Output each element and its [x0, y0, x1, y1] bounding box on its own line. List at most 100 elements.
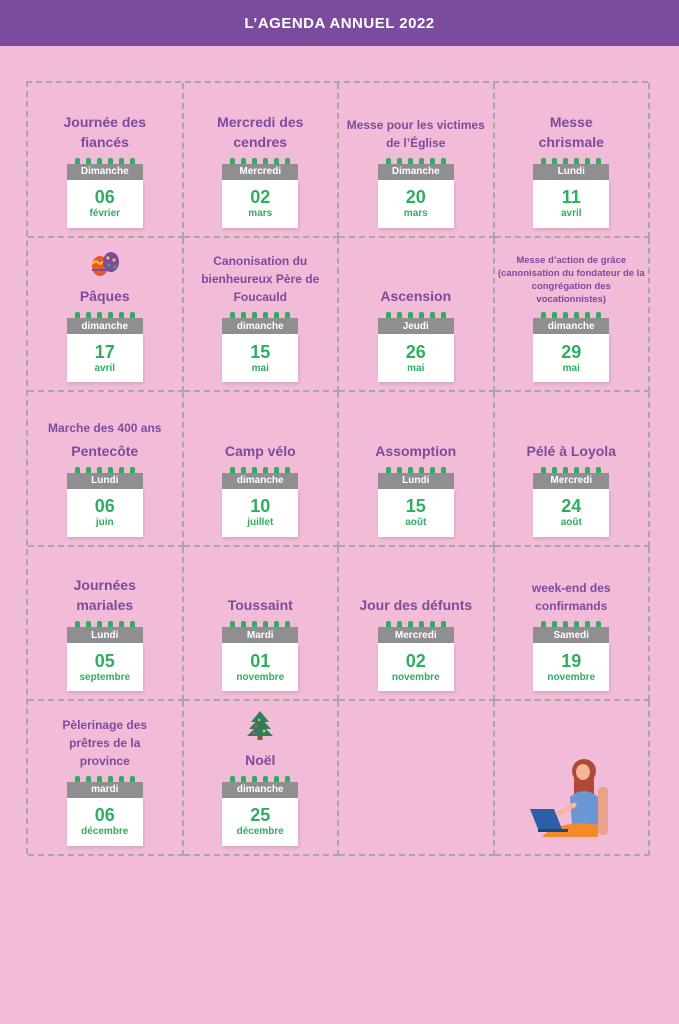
calendar-card: dimanche 25 décembre — [222, 775, 299, 846]
event-day: 02 — [250, 187, 271, 208]
event-title: Toussaint — [227, 597, 293, 614]
calendar-card: mardi 06 décembre — [66, 775, 143, 846]
event-month: juin — [95, 517, 114, 529]
event-title: Canonisation du bienheureux Père de Fouc… — [201, 254, 320, 305]
event-month: novembre — [547, 671, 596, 683]
event-title: Pélé à Loyola — [526, 442, 616, 459]
event-title: Messe pour les victimes de l’Église — [346, 117, 485, 150]
event-cell: Jour des défunts Mercredi 02 novembre — [339, 546, 495, 702]
event-day: 05 — [94, 650, 115, 671]
event-weekday: Lundi — [66, 472, 143, 489]
event-title: Noël — [245, 751, 276, 768]
event-month: août — [560, 517, 582, 529]
event-weekday: dimanche — [222, 318, 299, 335]
event-day: 25 — [250, 805, 271, 826]
event-month: août — [405, 517, 427, 529]
woman-with-laptop-icon — [528, 757, 614, 846]
events-grid: Journée des fiancés Dimanche 06 février … — [26, 81, 650, 856]
event-month: novembre — [391, 671, 440, 683]
calendar-card: Mercredi 02 mars — [222, 157, 299, 228]
event-day: 17 — [94, 341, 115, 362]
calendar-card: Lundi 11 avril — [533, 157, 610, 228]
event-day: 10 — [250, 496, 271, 517]
event-cell: Marche des 400 ans Pentecôte Lundi 06 ju… — [28, 392, 184, 547]
event-title: Assomption — [375, 442, 457, 459]
calendar-card: dimanche 15 mai — [222, 312, 299, 383]
event-title: Pâques — [79, 288, 130, 305]
calendar-card: Lundi 06 juin — [66, 466, 143, 537]
event-day: 20 — [405, 187, 426, 208]
calendar-card: Lundi 15 août — [377, 466, 454, 537]
event-weekday: mardi — [66, 781, 143, 798]
calendar-card: Dimanche 06 février — [66, 157, 143, 228]
event-month: mars — [403, 208, 428, 220]
page-header: L’AGENDA ANNUEL 2022 — [0, 0, 679, 46]
event-day: 19 — [561, 650, 582, 671]
event-cell: Messe pour les victimes de l’Église Dima… — [339, 83, 495, 238]
event-weekday: Lundi — [377, 472, 454, 489]
event-month: mai — [251, 362, 269, 374]
event-cell: Pélé à Loyola Mercredi 24 août — [494, 392, 650, 547]
event-title: Pèlerinage des prêtres de la province — [62, 717, 148, 768]
event-cell: Noël dimanche 25 décembre — [183, 701, 339, 856]
event-day: 06 — [94, 187, 115, 208]
calendar-card: Mercredi 24 août — [533, 466, 610, 537]
event-month: mai — [562, 362, 580, 374]
event-day: 06 — [94, 805, 115, 826]
event-title: Camp vélo — [224, 442, 296, 459]
event-cell: Pâques dimanche 17 avril — [28, 237, 184, 393]
event-month: mars — [248, 208, 273, 220]
event-subtitle: Marche des 400 ans — [48, 420, 162, 435]
event-month: juillet — [247, 517, 274, 529]
calendar-card: Jeudi 26 mai — [377, 312, 454, 383]
event-weekday: Samedi — [533, 627, 610, 644]
event-cell: Messe chrismale Lundi 11 avril — [494, 83, 650, 238]
event-cell: Camp vélo dimanche 10 juillet — [183, 392, 339, 547]
illustration-cell — [494, 701, 650, 856]
christmas-tree-icon — [245, 709, 275, 746]
calendar-card: dimanche 10 juillet — [222, 466, 299, 537]
event-weekday: dimanche — [533, 318, 610, 335]
event-day: 01 — [250, 650, 271, 671]
calendar-card: dimanche 29 mai — [533, 312, 610, 383]
event-title: Pentecôte — [71, 442, 139, 459]
event-day: 15 — [405, 496, 426, 517]
event-title: Messe d’action de grâce (canonisation du… — [497, 255, 645, 306]
empty-cell — [339, 701, 495, 856]
event-weekday: dimanche — [222, 781, 299, 798]
event-weekday: Mercredi — [533, 472, 610, 489]
easter-eggs-icon — [89, 249, 121, 282]
event-weekday: Mardi — [222, 627, 299, 644]
event-month: septembre — [79, 671, 131, 683]
event-cell: week-end des confirmands Samedi 19 novem… — [494, 546, 650, 702]
event-cell: Journées mariales Lundi 05 septembre — [28, 546, 184, 702]
event-month: décembre — [81, 826, 129, 838]
page-title: L’AGENDA ANNUEL 2022 — [244, 14, 435, 32]
event-cell: Mercredi des cendres Mercredi 02 mars — [183, 83, 339, 238]
calendar-card: Mardi 01 novembre — [222, 621, 299, 692]
event-weekday: dimanche — [66, 318, 143, 335]
event-day: 29 — [561, 341, 582, 362]
event-cell: Assomption Lundi 15 août — [339, 392, 495, 547]
event-cell: Canonisation du bienheureux Père de Fouc… — [183, 237, 339, 393]
event-cell: Pèlerinage des prêtres de la province ma… — [28, 701, 184, 856]
event-month: mai — [407, 362, 425, 374]
event-day: 06 — [94, 496, 115, 517]
event-title: Journées mariales — [73, 577, 136, 614]
event-weekday: Mercredi — [222, 163, 299, 180]
event-weekday: Lundi — [66, 627, 143, 644]
calendar-card: dimanche 17 avril — [66, 312, 143, 383]
event-weekday: dimanche — [222, 472, 299, 489]
calendar-card: Lundi 05 septembre — [66, 621, 143, 692]
event-month: novembre — [236, 671, 285, 683]
event-title: Journée des fiancés — [63, 113, 146, 150]
event-weekday: Mercredi — [377, 627, 454, 644]
event-weekday: Dimanche — [66, 163, 143, 180]
event-title: week-end des confirmands — [531, 581, 611, 614]
event-cell: Ascension Jeudi 26 mai — [339, 237, 495, 393]
event-title: Mercredi des cendres — [217, 113, 304, 150]
event-month: décembre — [236, 826, 284, 838]
event-cell: Messe d’action de grâce (canonisation du… — [494, 237, 650, 393]
event-day: 24 — [561, 496, 582, 517]
event-month: avril — [560, 208, 582, 220]
